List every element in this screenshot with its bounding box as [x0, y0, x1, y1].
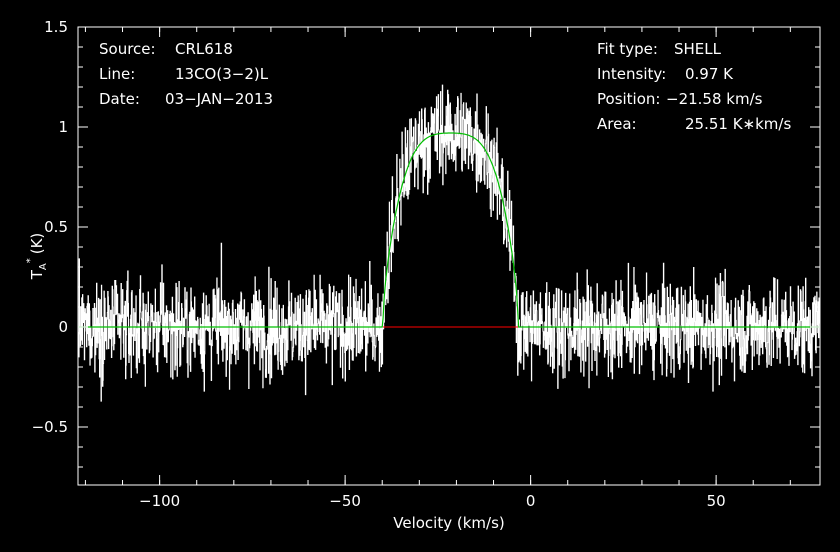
- date-value: 03−JAN−2013: [165, 90, 273, 108]
- intensity-label: Intensity:: [597, 65, 666, 83]
- x-tick-label: 50: [707, 492, 726, 510]
- x-tick-label: −100: [139, 492, 180, 510]
- area-label: Area:: [597, 115, 637, 133]
- position-label: Position:: [597, 90, 660, 108]
- x-tick-label: 0: [526, 492, 536, 510]
- x-tick-label: −50: [329, 492, 361, 510]
- y-tick-label: 1.5: [44, 18, 68, 36]
- axis-ticks: [78, 26, 820, 485]
- data-layer: [77, 84, 821, 402]
- y-tick-label: 0: [58, 318, 68, 336]
- y-tick-label: 1: [58, 118, 68, 136]
- y-axis-title-unit: (K): [28, 233, 46, 255]
- plot-frame: [77, 26, 821, 486]
- line-value: 13CO(3−2)L: [175, 65, 269, 83]
- fit-type-value: SHELL: [674, 40, 722, 58]
- axis-tick-labels: −100 −50 0 50 −0.5 0 0.5 1 1.5: [32, 18, 726, 510]
- source-label: Source:: [99, 40, 156, 58]
- header-right: Fit type: SHELL Intensity: 0.97 K Positi…: [597, 40, 791, 133]
- intensity-value: 0.97 K: [685, 65, 734, 83]
- position-value: −21.58 km/s: [666, 90, 763, 108]
- y-tick-label: 0.5: [44, 218, 68, 236]
- y-axis-title-sub: A: [38, 263, 49, 270]
- fit-type-label: Fit type:: [597, 40, 658, 58]
- line-label: Line:: [99, 65, 135, 83]
- area-value: 25.51 K∗km/s: [685, 115, 791, 133]
- source-value: CRL618: [175, 40, 233, 58]
- spectrum-line: [77, 84, 821, 402]
- svg-text:TA*(K): TA* (K): [25, 233, 49, 281]
- fit-model-line: [78, 132, 820, 328]
- y-axis-title-main: T: [28, 269, 46, 280]
- header-left: Source: CRL618 Line: 13CO(3−2)L Date: 03…: [99, 40, 273, 108]
- date-label: Date:: [99, 90, 140, 108]
- y-axis-title-sup: *: [25, 258, 36, 263]
- x-axis-title: Velocity (km/s): [393, 514, 504, 532]
- y-axis-title: TA* (K): [25, 233, 49, 281]
- y-tick-label: −0.5: [32, 418, 68, 436]
